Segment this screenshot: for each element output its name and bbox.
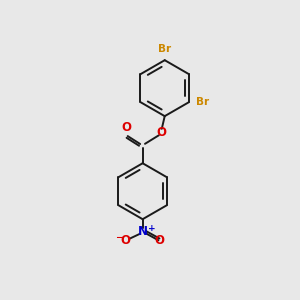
- Text: N: N: [138, 225, 148, 238]
- Text: −: −: [115, 233, 123, 242]
- Text: Br: Br: [196, 97, 209, 107]
- Text: O: O: [155, 235, 165, 248]
- Text: O: O: [157, 126, 167, 139]
- Text: O: O: [122, 121, 131, 134]
- Text: O: O: [121, 235, 130, 248]
- Text: +: +: [148, 224, 155, 232]
- Text: Br: Br: [158, 44, 171, 54]
